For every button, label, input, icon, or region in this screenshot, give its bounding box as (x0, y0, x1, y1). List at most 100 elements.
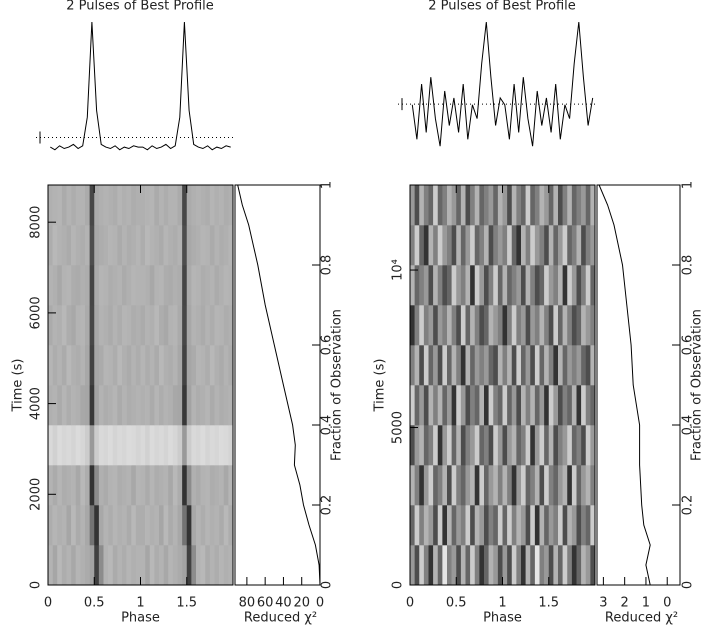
heatmap-cell (451, 265, 457, 306)
heatmap-cell (196, 545, 201, 586)
heatmap-cell (172, 305, 178, 346)
x-tick-label: 0 (44, 596, 52, 611)
heatmap-cell (75, 385, 81, 426)
heatmap-cell (205, 345, 211, 386)
heatmap-cell (419, 265, 425, 306)
heatmap-cell (163, 185, 169, 226)
heatmap-cell (456, 545, 462, 586)
heatmap-cell (484, 425, 489, 466)
heatmap-cell (530, 225, 536, 266)
heatmap-cell (544, 425, 550, 466)
heatmap-cell (511, 545, 517, 586)
heatmap-cell (474, 545, 480, 586)
heatmap-cell (410, 385, 415, 426)
heatmap-cell (98, 465, 104, 506)
heatmap-cell (89, 185, 95, 226)
heatmap-cell (410, 465, 415, 506)
heatmap-cell (474, 385, 480, 426)
heatmap-cell (191, 465, 197, 506)
heatmap-cell (488, 385, 494, 426)
heatmap-cell (562, 185, 568, 226)
chi2-frame (234, 184, 321, 586)
heatmap-cell (214, 385, 220, 426)
heatmap-cell (558, 345, 563, 386)
heatmap-cell (52, 545, 58, 586)
heatmap-cell (57, 425, 63, 466)
heatmap-cell (567, 505, 573, 546)
heatmap-cell (71, 465, 77, 506)
heatmap-cell (497, 385, 503, 426)
heatmap-cell (562, 265, 568, 306)
fraction-tick-label: 0 (320, 581, 335, 589)
heatmap-cell (590, 505, 596, 546)
heatmap-cell (410, 425, 415, 466)
heatmap-cell (456, 185, 462, 226)
heatmap-cell (493, 505, 499, 546)
heatmap-cell (530, 345, 536, 386)
heatmap-cell (135, 465, 141, 506)
heatmap-cell (140, 385, 146, 426)
heatmap-cell (525, 185, 531, 226)
heatmap-cell (140, 225, 146, 266)
heatmap-cell (581, 225, 587, 266)
heatmap-cell (525, 425, 531, 466)
heatmap-cell (502, 225, 508, 266)
heatmap-cell (112, 385, 118, 426)
heatmap-cell (484, 465, 489, 506)
heatmap-cell (544, 265, 550, 306)
heatmap-cell (502, 185, 508, 226)
heatmap-cell (451, 545, 457, 586)
heatmap-cell (48, 185, 53, 226)
heatmap-cell (214, 305, 220, 346)
heatmap-cell (163, 225, 169, 266)
heatmap-cell (497, 185, 503, 226)
heatmap-cell (567, 225, 573, 266)
heatmap-cell (122, 265, 127, 306)
heatmap-cell (57, 305, 63, 346)
heatmap-cell (98, 385, 104, 426)
heatmap-cell (410, 185, 415, 226)
heatmap-cell (154, 385, 160, 426)
heatmap-cell (135, 385, 141, 426)
heatmap-cell (209, 265, 215, 306)
heatmap-cell (447, 425, 452, 466)
heatmap-cell (117, 425, 123, 466)
heatmap-cell (590, 185, 596, 226)
heatmap-cell (98, 505, 104, 546)
heatmap-cell (205, 185, 211, 226)
heatmap-cell (186, 225, 192, 266)
heatmap-cell (456, 465, 462, 506)
heatmap-cell (98, 545, 104, 586)
heatmap-cell (168, 185, 174, 226)
heatmap-cell (182, 225, 188, 266)
heatmap-cell (470, 305, 476, 346)
heatmap-cell (460, 425, 466, 466)
heatmap-cell (131, 305, 137, 346)
heatmap-cell (214, 465, 220, 506)
heatmap-cell (544, 545, 550, 586)
heatmap-cell (530, 385, 536, 426)
heatmap-cell (122, 225, 127, 266)
heatmap-cell (539, 225, 545, 266)
heatmap-cell (562, 225, 568, 266)
heatmap-cell (103, 505, 109, 546)
heatmap-cell (474, 425, 480, 466)
heatmap-cell (61, 185, 67, 226)
heatmap-cell (451, 425, 457, 466)
heatmap-cell (502, 465, 508, 506)
heatmap-cell (419, 225, 425, 266)
heatmap-cell (423, 425, 429, 466)
heatmap-cell (447, 385, 452, 426)
heatmap-cell (511, 505, 517, 546)
fraction-tick-label: 0.8 (681, 255, 696, 276)
heatmap-cell (433, 225, 439, 266)
heatmap-cell (131, 225, 137, 266)
heatmap-cell (112, 345, 118, 386)
heatmap-cell (465, 225, 471, 266)
heatmap-cell (460, 505, 466, 546)
heatmap-cell (433, 305, 439, 346)
heatmap-cell (507, 545, 513, 586)
heatmap-cell (98, 425, 104, 466)
heatmap-cell (182, 385, 188, 426)
heatmap-cell (94, 185, 100, 226)
